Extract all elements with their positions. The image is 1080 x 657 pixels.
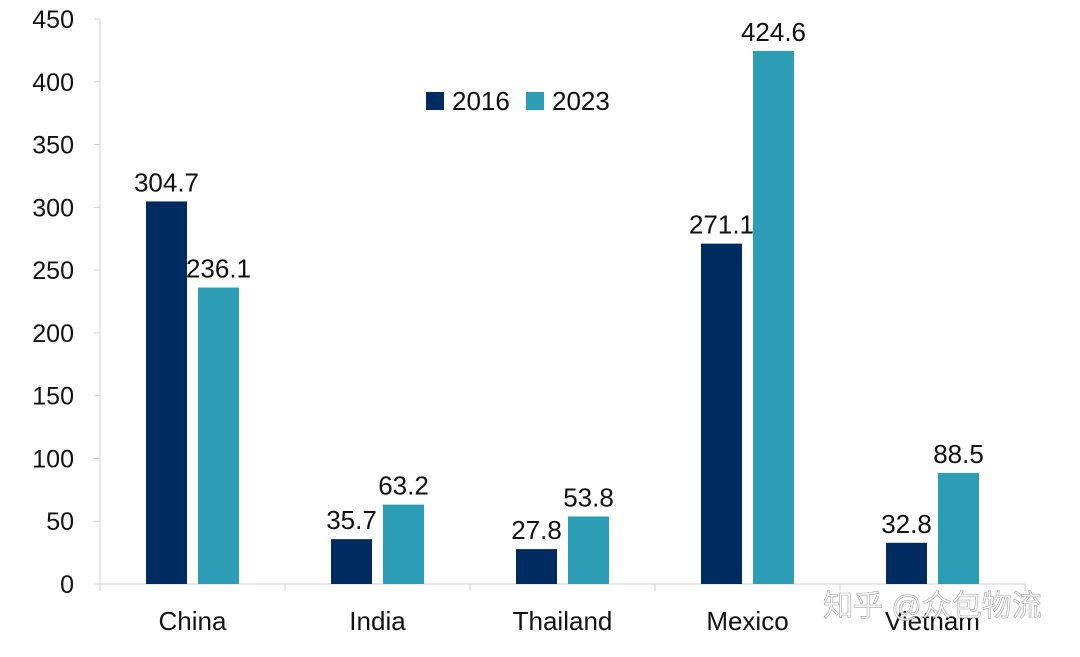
y-tick-label: 400	[32, 69, 74, 97]
data-label: 53.8	[563, 482, 614, 512]
legend-label: 2016	[452, 86, 510, 116]
bar	[753, 50, 794, 584]
bar	[568, 516, 609, 584]
bar	[886, 542, 927, 584]
bar	[146, 201, 187, 584]
axes: 0 50 100 150 200 250 300 350 400 450 China India Tha…	[32, 6, 1026, 636]
legend-label: 2023	[552, 86, 610, 116]
y-tick-label: 0	[60, 571, 74, 599]
x-category-label: China	[159, 606, 227, 636]
x-category-label: Mexico	[706, 606, 788, 636]
data-labels: 304.7 236.1 35.763.2 27.853.8 271.1 424.6 32.8…	[134, 17, 984, 545]
bars	[146, 50, 979, 584]
data-label: 424.6	[741, 17, 806, 47]
data-label: 63.2	[378, 471, 429, 501]
bar	[701, 243, 742, 584]
x-category-label: Thailand	[513, 606, 613, 636]
data-label: 236.1	[186, 254, 251, 284]
data-label: 35.7	[326, 505, 377, 535]
y-tick-label: 300	[32, 194, 74, 222]
y-tick-label: 150	[32, 383, 74, 411]
x-category-label: India	[349, 606, 406, 636]
y-tick-label: 250	[32, 257, 74, 285]
data-label: 88.5	[933, 439, 984, 469]
y-tick-label: 350	[32, 132, 74, 160]
bar	[383, 504, 424, 584]
legend-swatch	[426, 92, 444, 110]
data-label: 27.8	[511, 515, 562, 545]
data-label: 32.8	[881, 509, 932, 539]
data-label: 304.7	[134, 167, 199, 197]
legend-swatch	[526, 92, 544, 110]
bar	[198, 287, 239, 584]
bar	[938, 472, 979, 584]
y-tick-label: 450	[32, 6, 74, 34]
x-category-label: Vietnam	[885, 606, 980, 636]
y-tick-label: 200	[32, 320, 74, 348]
y-tick-label: 100	[32, 445, 74, 473]
y-tick-label: 50	[46, 508, 74, 536]
data-label: 271.1	[689, 210, 754, 240]
bar	[516, 549, 557, 584]
legend: 2016 2023	[426, 86, 610, 116]
watermark-text: 知乎 @众包物流	[823, 590, 1042, 623]
bar	[331, 539, 372, 584]
